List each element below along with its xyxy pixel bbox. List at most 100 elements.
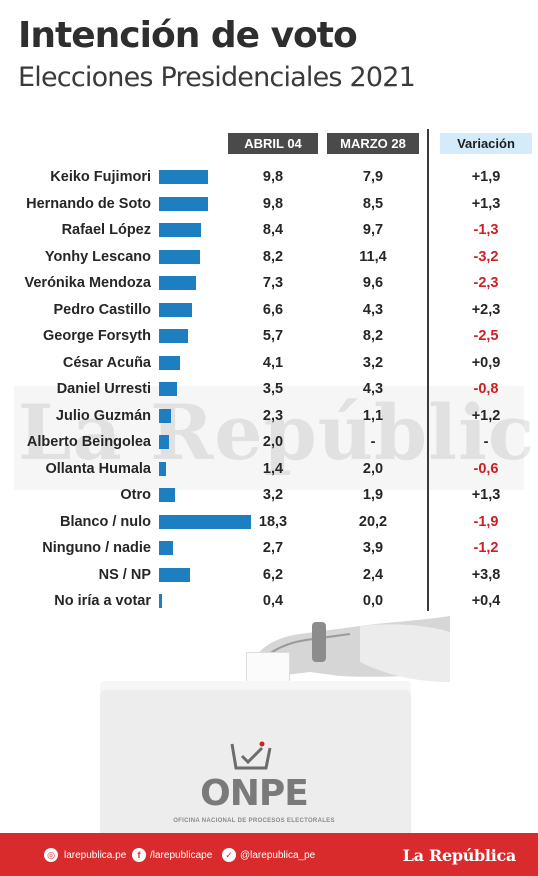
facebook-icon: f xyxy=(132,848,146,862)
value-variation: -3,2 xyxy=(473,248,499,265)
twitter-icon: ✓ xyxy=(222,848,236,862)
category-label: César Acuña xyxy=(62,354,151,371)
value-april: 4,1 xyxy=(262,354,284,371)
footer-web[interactable]: larepublica.pe xyxy=(64,850,127,861)
value-april: 3,2 xyxy=(262,487,284,503)
value-april: 8,2 xyxy=(262,248,284,265)
value-april: 2,3 xyxy=(262,407,284,424)
bar xyxy=(159,541,173,555)
category-label: Pedro Castillo xyxy=(53,301,152,318)
value-march: 20,2 xyxy=(358,513,388,530)
column-header-march: MARZO 28 xyxy=(327,133,419,154)
value-march: 2,4 xyxy=(362,566,384,583)
value-march: 3,9 xyxy=(362,540,384,556)
value-april: 18,3 xyxy=(258,513,288,530)
footer-bar xyxy=(0,833,538,876)
value-variation: +1,9 xyxy=(471,169,501,185)
value-april: 5,7 xyxy=(262,328,284,344)
category-label: George Forsyth xyxy=(43,328,151,344)
bar xyxy=(159,196,209,211)
value-april: 8,4 xyxy=(262,222,284,238)
bar xyxy=(159,488,176,502)
column-divider xyxy=(427,129,429,611)
footer-brand: La República xyxy=(402,846,517,865)
value-april: 1,4 xyxy=(262,460,284,477)
category-label: Yonhy Lescano xyxy=(44,248,151,265)
column-header-april: ABRIL 04 xyxy=(228,133,318,154)
bar xyxy=(159,170,209,184)
value-april: 7,3 xyxy=(262,275,284,291)
value-april: 0,4 xyxy=(262,593,284,609)
category-label: Ollanta Humala xyxy=(45,460,151,477)
category-label: Julio Guzmán xyxy=(55,407,151,424)
value-april: 9,8 xyxy=(262,195,284,212)
value-april: 2,7 xyxy=(262,540,284,556)
category-label: Rafael López xyxy=(61,222,151,238)
bar xyxy=(159,302,193,317)
value-april: 2,0 xyxy=(262,434,284,450)
category-label: Hernando de Soto xyxy=(26,195,151,212)
column-header-variation: Variación xyxy=(440,133,532,154)
value-march: 7,9 xyxy=(362,169,384,185)
value-variation: -0,8 xyxy=(473,381,499,397)
value-march: - xyxy=(370,434,376,450)
ballot-box xyxy=(100,690,411,840)
value-march: 8,2 xyxy=(362,328,384,344)
value-variation: +1,3 xyxy=(471,195,501,212)
value-april: 9,8 xyxy=(262,169,284,185)
value-variation: +0,4 xyxy=(471,593,501,609)
category-label: NS / NP xyxy=(98,566,151,583)
value-variation: +1,3 xyxy=(471,487,501,503)
category-label: Blanco / nulo xyxy=(59,513,151,530)
value-march: 4,3 xyxy=(362,381,384,397)
onpe-logo-subtitle: OFICINA NACIONAL DE PROCESOS ELECTORALES xyxy=(173,818,335,824)
category-label: Verónika Mendoza xyxy=(24,275,151,291)
value-march: 3,2 xyxy=(362,354,384,371)
chart-title: Intención de voto xyxy=(18,15,358,56)
bar xyxy=(159,276,196,290)
onpe-emblem-icon xyxy=(230,741,272,770)
value-march: 9,7 xyxy=(362,222,384,238)
bar xyxy=(159,594,162,608)
bar xyxy=(159,514,251,529)
footer-facebook[interactable]: /larepublicape xyxy=(150,850,213,861)
hand-icon xyxy=(248,616,450,682)
category-label: Keiko Fujimori xyxy=(50,169,151,185)
value-april: 6,6 xyxy=(262,301,284,318)
value-april: 3,5 xyxy=(262,381,284,397)
value-variation: -0,6 xyxy=(473,460,499,477)
category-label: Otro xyxy=(120,487,151,503)
category-label: No iría a votar xyxy=(54,593,151,609)
bar xyxy=(159,567,191,582)
chart-subtitle: Elecciones Presidenciales 2021 xyxy=(18,62,416,93)
value-march: 9,6 xyxy=(362,275,384,291)
value-variation: +2,3 xyxy=(471,301,501,318)
watermark: La República xyxy=(14,386,538,490)
value-variation: - xyxy=(483,434,489,450)
value-march: 8,5 xyxy=(362,195,384,212)
value-march: 11,4 xyxy=(359,248,387,265)
value-variation: -2,5 xyxy=(473,328,499,344)
footer-twitter[interactable]: @larepublica_pe xyxy=(240,850,316,861)
value-variation: -1,9 xyxy=(473,513,499,530)
bar xyxy=(159,408,171,423)
value-variation: -1,3 xyxy=(473,222,499,238)
category-label: Ninguno / nadie xyxy=(42,540,151,556)
bar xyxy=(159,355,180,370)
value-variation: +3,8 xyxy=(471,566,501,583)
value-variation: -2,3 xyxy=(473,275,499,291)
onpe-logo: ONPE xyxy=(200,773,309,814)
value-march: 1,1 xyxy=(362,407,384,424)
bar xyxy=(159,249,201,264)
bar xyxy=(159,329,188,343)
bar xyxy=(159,435,170,449)
globe-icon: ◎ xyxy=(44,848,58,862)
value-april: 6,2 xyxy=(262,566,284,583)
watermark-text: La República xyxy=(18,388,538,477)
value-variation: +0,9 xyxy=(471,354,501,371)
category-label: Alberto Beingolea xyxy=(26,434,151,450)
value-march: 1,9 xyxy=(362,487,384,503)
value-march: 4,3 xyxy=(362,301,384,318)
bar xyxy=(159,461,167,476)
bar xyxy=(159,223,202,237)
